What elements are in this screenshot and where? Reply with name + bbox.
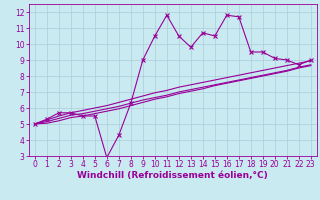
X-axis label: Windchill (Refroidissement éolien,°C): Windchill (Refroidissement éolien,°C) [77, 171, 268, 180]
